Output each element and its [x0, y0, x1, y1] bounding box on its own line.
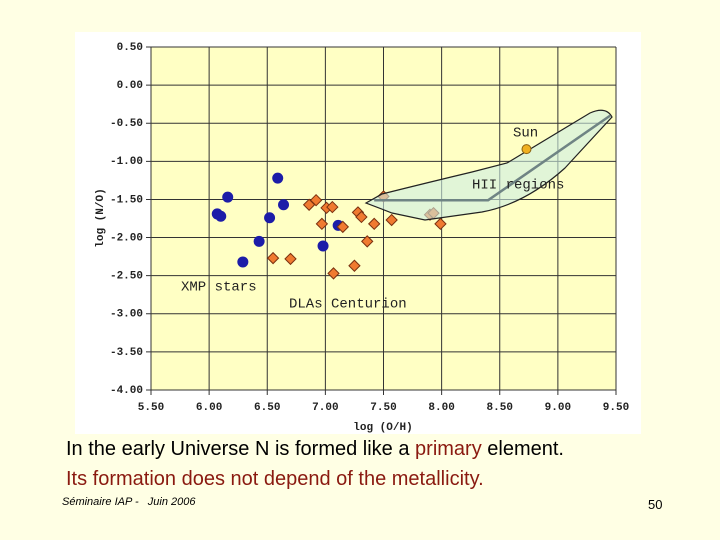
y-tick-label: -1.50 — [110, 194, 143, 206]
x-tick-label: 9.50 — [603, 402, 629, 414]
point — [315, 217, 329, 231]
footer: Séminaire IAP - Juin 2006 — [62, 496, 196, 508]
x-tick-label: 7.00 — [312, 402, 338, 414]
trend-line — [374, 114, 611, 202]
point — [222, 191, 234, 203]
point — [361, 235, 374, 248]
series-label: Sun — [513, 126, 538, 142]
point — [215, 210, 227, 222]
highlight: primary — [415, 438, 482, 460]
x-axis-label: log (O/H) — [353, 422, 412, 434]
point — [327, 267, 340, 280]
hii-region — [364, 109, 613, 221]
point — [266, 251, 280, 265]
point — [278, 199, 290, 211]
text: In the early Universe N is formed like a — [66, 438, 416, 460]
x-tick-label: 8.50 — [487, 402, 513, 414]
point — [336, 220, 350, 234]
y-tick-label: -1.00 — [110, 156, 143, 168]
slide-line-2: Its formation does not depend of the met… — [66, 468, 484, 490]
point — [355, 210, 368, 224]
slide-line-1: In the early Universe N is formed like a… — [66, 438, 564, 461]
series-label: XMP stars — [181, 280, 257, 296]
point — [237, 256, 249, 268]
point — [367, 217, 381, 231]
point — [317, 240, 329, 252]
point — [385, 213, 398, 227]
text: element. — [481, 438, 564, 460]
x-tick-label: 8.00 — [428, 402, 454, 414]
x-tick-label: 5.50 — [138, 402, 164, 414]
page-number: 50 — [648, 497, 663, 512]
x-tick-label: 6.00 — [196, 402, 222, 414]
y-tick-label: 0.50 — [117, 42, 143, 54]
point — [309, 193, 323, 207]
series-label: DLAs Centurion — [289, 297, 407, 313]
series-label: HII regions — [472, 178, 564, 194]
point — [284, 252, 297, 266]
y-axis-label: log (N/O) — [95, 188, 107, 247]
x-tick-label: 9.00 — [545, 402, 571, 414]
front-marks: XMP stars DLAs Centurion Sun HII regions — [181, 114, 611, 313]
point — [434, 217, 447, 231]
y-tick-label: -2.00 — [110, 232, 143, 244]
x-tick-label: 6.50 — [254, 402, 280, 414]
y-tick-label: 0.00 — [117, 80, 143, 92]
y-tick-label: -2.50 — [110, 271, 143, 283]
point — [253, 235, 265, 247]
point — [272, 172, 284, 184]
point — [521, 144, 532, 155]
y-tick-label: -4.00 — [110, 385, 143, 397]
point — [348, 259, 361, 272]
point — [264, 212, 276, 224]
point — [326, 200, 339, 214]
y-tick-label: -3.50 — [110, 347, 143, 359]
x-tick-label: 7.50 — [370, 402, 396, 414]
y-tick-label: -3.00 — [110, 309, 143, 321]
y-tick-label: -0.50 — [110, 118, 143, 130]
